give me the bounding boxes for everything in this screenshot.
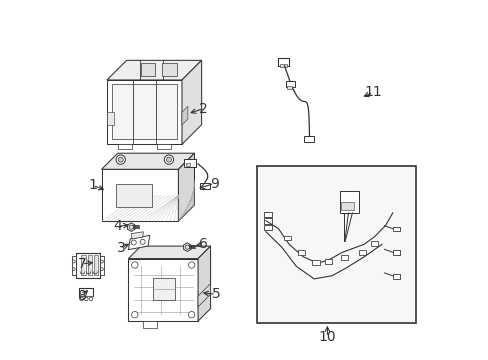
- Text: 9: 9: [209, 176, 218, 190]
- Polygon shape: [128, 246, 210, 258]
- Polygon shape: [198, 284, 210, 307]
- Bar: [263, 218, 271, 224]
- Text: 8: 8: [78, 289, 86, 303]
- Polygon shape: [118, 144, 132, 149]
- Circle shape: [166, 157, 171, 162]
- Bar: [87, 255, 92, 275]
- Circle shape: [89, 297, 93, 301]
- Circle shape: [185, 245, 189, 249]
- Text: 6: 6: [199, 237, 207, 251]
- Bar: [298, 250, 305, 255]
- Circle shape: [118, 157, 123, 162]
- Polygon shape: [107, 80, 182, 144]
- Bar: [283, 236, 290, 240]
- Bar: [263, 212, 271, 217]
- Bar: [153, 278, 175, 300]
- Bar: [340, 256, 347, 260]
- Text: 4: 4: [113, 220, 122, 233]
- Bar: [358, 250, 365, 255]
- Bar: [71, 256, 76, 275]
- Circle shape: [129, 225, 133, 229]
- Bar: [94, 255, 98, 275]
- Bar: [285, 81, 294, 87]
- Bar: [392, 227, 399, 231]
- Polygon shape: [112, 84, 176, 139]
- Polygon shape: [102, 169, 178, 221]
- Circle shape: [188, 262, 194, 268]
- Circle shape: [116, 155, 125, 164]
- Polygon shape: [128, 258, 198, 321]
- Bar: [263, 225, 271, 230]
- Bar: [199, 183, 210, 189]
- Bar: [286, 86, 291, 89]
- Bar: [392, 250, 399, 255]
- Bar: [185, 163, 189, 166]
- Bar: [100, 256, 103, 275]
- Circle shape: [72, 268, 75, 271]
- Text: 2: 2: [199, 102, 207, 116]
- Bar: [312, 260, 319, 265]
- Bar: [339, 191, 358, 213]
- Circle shape: [80, 297, 83, 301]
- Bar: [278, 58, 288, 66]
- Circle shape: [131, 262, 138, 268]
- Bar: [304, 136, 313, 143]
- Bar: [81, 255, 85, 275]
- Text: 7: 7: [78, 257, 86, 271]
- Polygon shape: [107, 60, 201, 80]
- Bar: [341, 202, 353, 210]
- Circle shape: [72, 260, 75, 263]
- Text: 11: 11: [364, 85, 381, 99]
- Bar: [324, 259, 331, 264]
- Polygon shape: [102, 153, 194, 169]
- Polygon shape: [141, 63, 155, 76]
- Polygon shape: [162, 63, 176, 76]
- Polygon shape: [157, 144, 171, 149]
- Circle shape: [140, 239, 145, 244]
- Text: 1: 1: [88, 178, 97, 192]
- Bar: [280, 64, 286, 67]
- Polygon shape: [128, 235, 149, 249]
- Bar: [116, 184, 151, 207]
- Polygon shape: [183, 243, 191, 251]
- Bar: [370, 241, 378, 246]
- Polygon shape: [182, 106, 187, 125]
- Polygon shape: [182, 60, 201, 144]
- Circle shape: [131, 311, 138, 318]
- Text: 10: 10: [318, 330, 336, 344]
- Bar: [392, 274, 399, 279]
- Bar: [183, 158, 196, 167]
- Polygon shape: [107, 112, 114, 125]
- Circle shape: [84, 297, 88, 301]
- Circle shape: [101, 260, 103, 263]
- Polygon shape: [142, 321, 157, 328]
- Bar: [257, 166, 415, 323]
- Circle shape: [101, 268, 103, 271]
- Polygon shape: [178, 153, 194, 221]
- Circle shape: [188, 311, 194, 318]
- Polygon shape: [131, 232, 143, 239]
- Text: 5: 5: [211, 287, 220, 301]
- Bar: [76, 252, 100, 278]
- Bar: [80, 288, 93, 296]
- Circle shape: [131, 240, 136, 245]
- Polygon shape: [198, 246, 210, 321]
- Polygon shape: [127, 223, 135, 231]
- Text: 3: 3: [117, 241, 125, 255]
- Circle shape: [164, 155, 173, 164]
